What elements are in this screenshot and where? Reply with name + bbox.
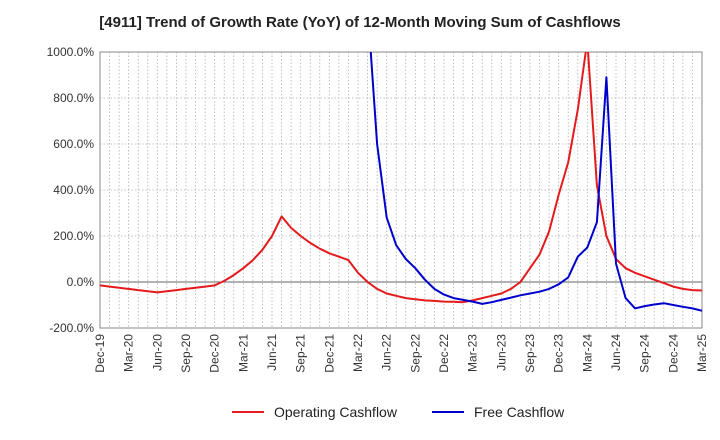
x-tick-label: Mar-22 — [351, 334, 365, 372]
x-tick-label: Mar-25 — [695, 334, 709, 372]
y-tick-label: 800.0% — [53, 91, 94, 105]
x-tick-label: Sep-22 — [408, 334, 422, 373]
x-tick-label: Mar-24 — [580, 334, 594, 372]
x-tick-label: Jun-20 — [150, 334, 164, 371]
x-tick-label: Jun-24 — [609, 334, 623, 371]
y-tick-label: 200.0% — [53, 229, 94, 243]
x-tick-label: Sep-21 — [294, 334, 308, 373]
x-tick-label: Jun-22 — [380, 334, 394, 371]
x-tick-label: Sep-23 — [523, 334, 537, 373]
plot-area-border — [99, 51, 703, 329]
chart-title: [4911] Trend of Growth Rate (YoY) of 12-… — [99, 14, 621, 31]
x-tick-label: Sep-24 — [638, 334, 652, 373]
y-tick-label: 1000.0% — [47, 45, 95, 59]
axes — [99, 51, 703, 329]
legend-label-operating-cashflow: Operating Cashflow — [274, 404, 397, 420]
y-tick-label: 400.0% — [53, 183, 94, 197]
x-tick-label: Sep-20 — [179, 334, 193, 373]
x-tick-label: Mar-20 — [122, 334, 136, 372]
series-lines — [100, 52, 702, 312]
x-tick-label: Dec-20 — [208, 334, 222, 373]
x-tick-label: Dec-23 — [552, 334, 566, 373]
operating-cashflow-swatch — [232, 411, 264, 413]
legend-label-free-cashflow: Free Cashflow — [474, 404, 565, 420]
free-cashflow-swatch — [432, 411, 464, 413]
free-cashflow-line — [369, 52, 702, 312]
operating-cashflow-line — [100, 52, 702, 304]
x-tick-label: Mar-23 — [466, 334, 480, 372]
tick-labels: 1000.0% 800.0% 600.0% 400.0% 200.0% 0.0% -200.… — [47, 45, 709, 373]
legend-item-operating-cashflow: Operating Cashflow — [232, 404, 397, 420]
x-tick-label: Dec-22 — [437, 334, 451, 373]
y-tick-label: 600.0% — [53, 137, 94, 151]
legend-item-free-cashflow: Free Cashflow — [432, 404, 564, 420]
y-tick-label: 0.0% — [67, 275, 95, 289]
x-tick-label: Jun-23 — [494, 334, 508, 371]
x-tick-label: Dec-21 — [322, 334, 336, 373]
x-tick-label: Dec-24 — [666, 334, 680, 373]
x-tick-label: Mar-21 — [236, 334, 250, 372]
y-tick-label: -200.0% — [49, 321, 94, 335]
x-tick-label: Jun-21 — [265, 334, 279, 371]
x-tick-label: Dec-19 — [93, 334, 107, 373]
